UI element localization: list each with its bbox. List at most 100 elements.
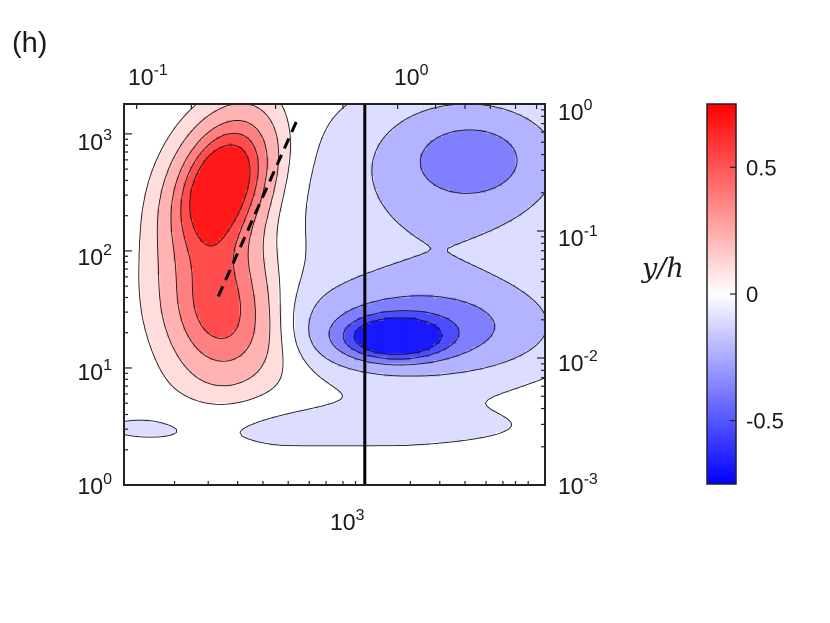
contour-cell xyxy=(525,153,530,158)
contour-cell xyxy=(521,110,526,115)
contour-cell xyxy=(334,133,339,138)
contour-cell xyxy=(396,113,401,118)
contour-cell xyxy=(281,110,286,115)
contour-cell xyxy=(222,120,227,125)
contour-cell xyxy=(531,130,536,135)
contour-cell xyxy=(489,146,493,151)
contour-cell xyxy=(278,120,283,125)
contour-cell xyxy=(370,153,375,158)
contour-cell xyxy=(212,146,217,151)
contour-cell xyxy=(193,110,197,115)
contour-cell xyxy=(281,149,286,154)
contour-cell xyxy=(426,104,431,108)
contour-cell xyxy=(179,140,184,145)
contour-cell xyxy=(222,140,227,145)
contour-cell xyxy=(367,130,372,135)
contour-cell xyxy=(176,136,181,141)
contour-cell xyxy=(268,156,273,161)
contour-cell xyxy=(462,110,467,115)
contour-cell xyxy=(193,120,197,125)
contour-cell xyxy=(196,126,201,131)
contour-cell xyxy=(400,117,405,122)
contour-cell xyxy=(252,133,257,138)
contour-cell xyxy=(324,123,329,128)
contour-cell xyxy=(380,110,385,115)
contour-cell xyxy=(291,120,296,125)
contour-cell xyxy=(489,113,493,118)
contour-cell xyxy=(321,163,326,167)
contour-cell xyxy=(495,159,500,164)
contour-cell xyxy=(337,117,342,122)
contour-cell xyxy=(485,126,490,131)
contour-cell xyxy=(400,107,405,112)
contour-cell xyxy=(535,146,540,151)
contour-cell xyxy=(413,153,418,158)
contour-cell xyxy=(321,113,326,118)
contour-cell xyxy=(245,113,250,118)
contour-cell xyxy=(400,149,405,154)
contour-cell xyxy=(535,117,540,122)
contour-cell xyxy=(252,159,257,164)
contour-cell xyxy=(268,123,273,128)
contour-cell xyxy=(222,153,227,158)
contour-cell xyxy=(538,153,543,158)
contour-cell xyxy=(344,120,349,125)
contour-cell xyxy=(311,104,316,108)
contour-cell xyxy=(396,126,401,131)
contour-cell xyxy=(202,130,207,135)
contour-cell xyxy=(298,156,303,161)
contour-cell xyxy=(383,156,388,161)
contour-cell xyxy=(469,126,474,131)
contour-cell xyxy=(505,149,510,154)
contour-cell xyxy=(140,123,145,128)
contour-cell xyxy=(396,140,401,145)
contour-cell xyxy=(472,159,477,164)
contour-cell xyxy=(367,143,372,148)
contour-cell xyxy=(137,153,142,158)
contour-cell xyxy=(354,110,359,115)
contour-cell xyxy=(472,143,477,148)
contour-cell xyxy=(347,113,352,118)
contour-cell xyxy=(199,143,204,148)
contour-cell xyxy=(150,156,155,161)
contour-cell xyxy=(140,153,145,158)
contour-cell xyxy=(518,133,523,138)
contour-cell xyxy=(252,140,257,145)
contour-cell xyxy=(479,117,484,122)
contour-cell xyxy=(196,120,201,125)
contour-cell xyxy=(403,126,408,131)
contour-cell xyxy=(337,136,342,141)
contour-cell xyxy=(219,149,224,154)
contour-cell xyxy=(160,123,165,128)
contour-cell xyxy=(479,107,484,112)
contour-cell xyxy=(275,130,280,135)
contour-cell xyxy=(446,159,451,164)
contour-cell xyxy=(472,117,477,122)
contour-cell xyxy=(436,140,441,145)
contour-cell xyxy=(130,123,135,128)
contour-cell xyxy=(327,113,332,118)
contour-cell xyxy=(387,159,392,164)
contour-cell xyxy=(314,110,319,115)
contour-cell xyxy=(229,159,234,164)
contour-cell xyxy=(295,123,299,128)
contour-cell xyxy=(268,104,273,108)
contour-cell xyxy=(466,156,470,161)
contour-cell xyxy=(298,104,303,108)
contour-cell xyxy=(265,104,270,108)
contour-cell xyxy=(350,163,355,167)
contour-cell xyxy=(367,149,372,154)
contour-cell xyxy=(232,130,237,135)
contour-cell xyxy=(344,156,349,161)
contour-cell xyxy=(393,149,398,154)
contour-cell xyxy=(281,126,286,131)
contour-cell xyxy=(462,146,467,151)
contour-cell xyxy=(508,149,513,154)
contour-cell xyxy=(426,133,431,138)
contour-cell xyxy=(255,126,260,131)
contour-cell xyxy=(433,110,438,115)
contour-cell xyxy=(337,120,342,125)
contour-cell xyxy=(380,156,385,161)
contour-cell xyxy=(334,156,339,161)
contour-cell xyxy=(512,140,516,145)
